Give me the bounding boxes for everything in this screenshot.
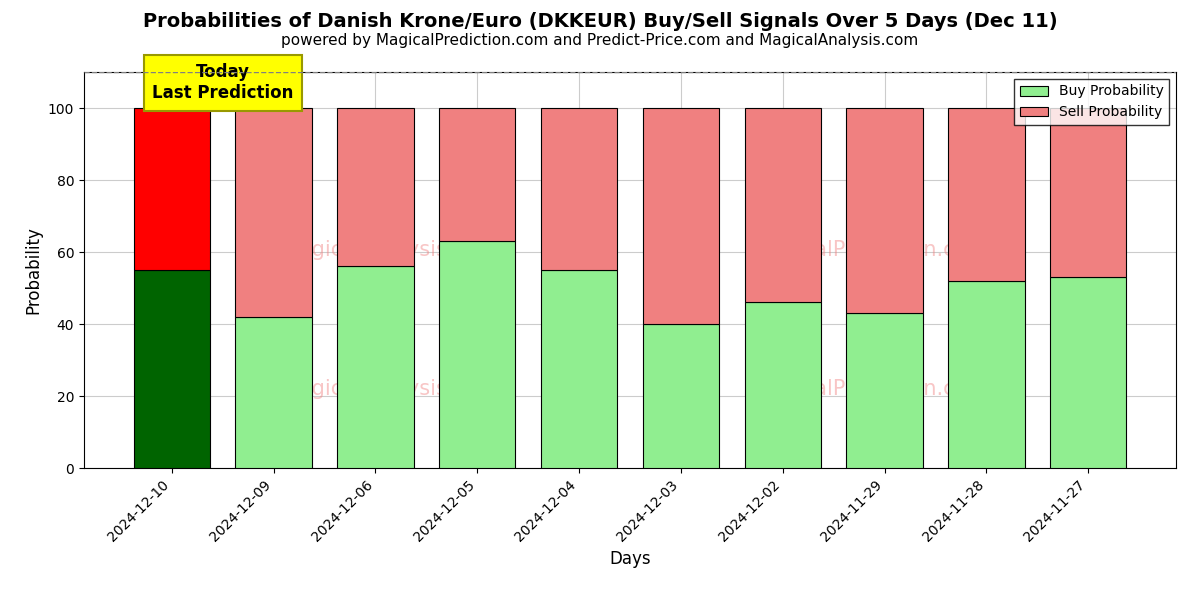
Bar [948,108,1025,281]
Bar [235,108,312,317]
Bar [846,313,923,468]
Bar [439,108,516,241]
Bar [643,108,719,324]
Bar [643,324,719,468]
Text: Today
Last Prediction: Today Last Prediction [152,64,294,102]
Text: powered by MagicalPrediction.com and Predict-Price.com and MagicalAnalysis.com: powered by MagicalPrediction.com and Pre… [281,33,919,48]
Bar [744,302,821,468]
Bar [846,108,923,313]
Legend: Buy Probability, Sell Probability: Buy Probability, Sell Probability [1014,79,1169,125]
Bar [337,266,414,468]
Bar [541,270,617,468]
Bar [1050,277,1127,468]
Bar [337,108,414,266]
Bar [133,270,210,468]
Bar [133,108,210,270]
Text: MagicalPrediction.com: MagicalPrediction.com [752,379,988,399]
Bar [235,317,312,468]
Text: MagicalPrediction.com: MagicalPrediction.com [752,240,988,260]
Bar [744,108,821,302]
Y-axis label: Probability: Probability [24,226,42,314]
Bar [948,281,1025,468]
Bar [541,108,617,270]
X-axis label: Days: Days [610,550,650,568]
Text: MagicalAnalysis.com: MagicalAnalysis.com [281,240,498,260]
Bar [439,241,516,468]
Bar [1050,108,1127,277]
Text: Probabilities of Danish Krone/Euro (DKKEUR) Buy/Sell Signals Over 5 Days (Dec 11: Probabilities of Danish Krone/Euro (DKKE… [143,12,1057,31]
Text: MagicalAnalysis.com: MagicalAnalysis.com [281,379,498,399]
